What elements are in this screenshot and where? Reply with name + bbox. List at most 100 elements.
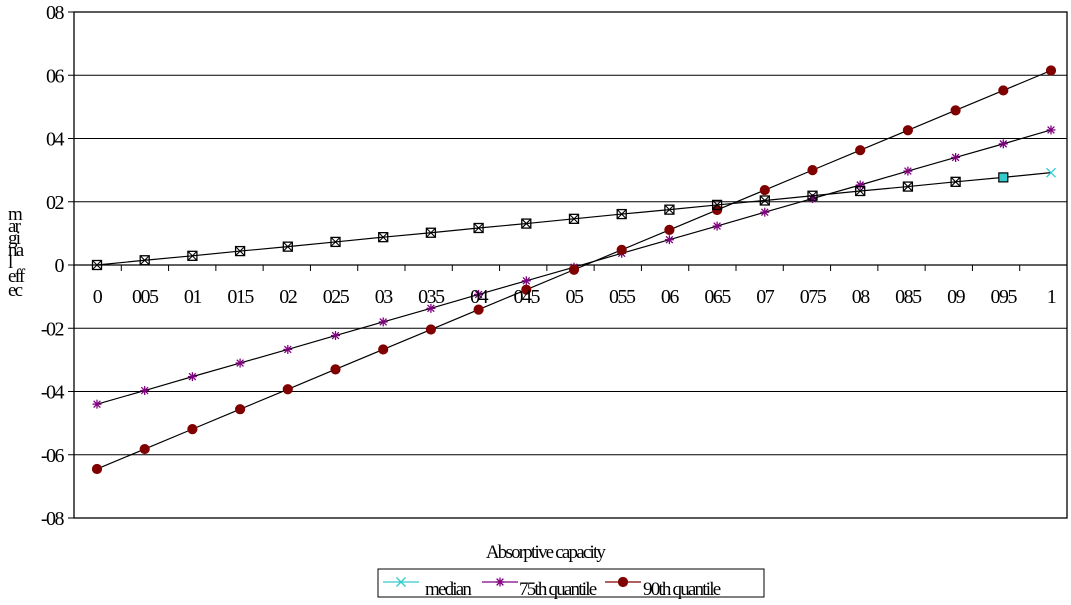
- star-stroke: [496, 578, 504, 586]
- legend-item-median: median: [383, 577, 474, 600]
- x-stroke: [569, 213, 579, 224]
- box-marker: [711, 199, 723, 211]
- data-point: [855, 145, 866, 156]
- y-axis-title-fragment: ec: [8, 280, 23, 301]
- data-point: [282, 241, 293, 252]
- star-stroke: [904, 167, 912, 175]
- x-stroke: [807, 190, 818, 201]
- data-point: [234, 245, 246, 257]
- data-point: [425, 324, 436, 335]
- x-tick-label: 04: [470, 286, 489, 308]
- box-marker: [378, 232, 389, 243]
- data-point: [759, 195, 770, 206]
- star-stroke: [856, 181, 865, 189]
- data-point: [855, 185, 866, 197]
- x-tick-label: 01: [184, 286, 202, 308]
- grid: [68, 11, 1068, 519]
- data-point: [139, 443, 150, 455]
- x-stroke: [521, 218, 532, 229]
- box-marker: [521, 218, 532, 229]
- x-tick-label: 035: [418, 286, 445, 308]
- x-axis-title: Absorptive capacity: [486, 542, 607, 563]
- x-tick-labels: 0 005 01 015 02 025 03 035 04 045 05 055 06 065 07 075 0…: [93, 286, 1058, 308]
- data-point: [474, 289, 484, 299]
- x-tick-label: 095: [991, 286, 1018, 308]
- data-point: [807, 190, 818, 201]
- y-tick-label: -04: [41, 382, 65, 404]
- star-stroke: [474, 290, 483, 299]
- x-tick-label: 0: [93, 286, 103, 308]
- data-point: [617, 576, 629, 588]
- box-marker: [234, 245, 246, 257]
- series-90th-quantile: [91, 65, 1057, 475]
- data-point: [521, 218, 532, 229]
- y-tick-label: 08: [46, 2, 65, 24]
- data-point: [664, 204, 675, 215]
- box-marker: [187, 250, 198, 261]
- data-point: [712, 221, 722, 231]
- box-marker: [425, 227, 437, 238]
- data-point: [664, 235, 674, 245]
- x-tick-label: 045: [514, 286, 541, 308]
- y-tick-label: 06: [46, 65, 65, 87]
- x-stroke: [473, 223, 484, 233]
- star-stroke: [713, 222, 721, 230]
- x-stroke: [92, 260, 102, 270]
- box-marker: [759, 195, 770, 206]
- data-point: [140, 386, 150, 396]
- box-marker: [330, 236, 341, 248]
- y-axis-title-fragment: eff: [8, 266, 26, 287]
- box-marker: [950, 176, 961, 187]
- box-marker: [807, 190, 818, 201]
- data-point: [950, 176, 961, 187]
- data-point: [664, 224, 675, 235]
- box-marker: [855, 185, 866, 197]
- data-point: [807, 165, 818, 176]
- box-marker: [616, 208, 627, 220]
- data-point: [282, 384, 293, 395]
- x-tick-label: 02: [279, 286, 297, 308]
- box-marker: [91, 259, 103, 271]
- x-stroke: [1046, 167, 1056, 178]
- star-stroke: [379, 318, 388, 326]
- box-marker: [664, 204, 675, 215]
- data-point: [139, 255, 150, 266]
- x-tick-label: 06: [661, 286, 680, 308]
- legend-label: 90th quantile: [643, 579, 721, 600]
- series-median: [91, 167, 1056, 271]
- data-point: [616, 244, 627, 255]
- data-point: [1046, 167, 1056, 178]
- data-point: [235, 404, 246, 415]
- star-stroke: [236, 359, 244, 367]
- data-point: [711, 199, 723, 211]
- data-point: [903, 166, 913, 176]
- y-tick-label: 0: [55, 255, 65, 277]
- series-layer: [91, 65, 1057, 475]
- x-tick-label: 09: [947, 286, 966, 308]
- data-point: [330, 236, 341, 248]
- box-marker: [568, 213, 580, 224]
- x-stroke: [330, 237, 341, 247]
- star-stroke: [427, 304, 435, 313]
- star-stroke: [140, 386, 149, 395]
- data-point: [378, 232, 389, 243]
- data-point: [92, 399, 102, 409]
- legend-label: median: [425, 579, 472, 600]
- x-stroke: [235, 246, 245, 256]
- data-point: [378, 344, 389, 355]
- data-point: [187, 424, 198, 435]
- data-point: [187, 250, 198, 261]
- data-point: [1045, 65, 1057, 76]
- star-stroke: [331, 331, 340, 340]
- y-axis-title-fragment: gi: [8, 228, 21, 249]
- x-stroke: [712, 200, 722, 210]
- data-point: [760, 207, 770, 217]
- y-tick-labels: 08 06 04 02 0 -02 -04 -06 -08: [41, 2, 66, 530]
- data-point: [331, 331, 340, 341]
- x-tick-label: 03: [375, 286, 394, 308]
- x-tick-label: 025: [323, 286, 350, 308]
- y-axis-title-fragment: l: [8, 252, 13, 273]
- data-point: [396, 577, 406, 587]
